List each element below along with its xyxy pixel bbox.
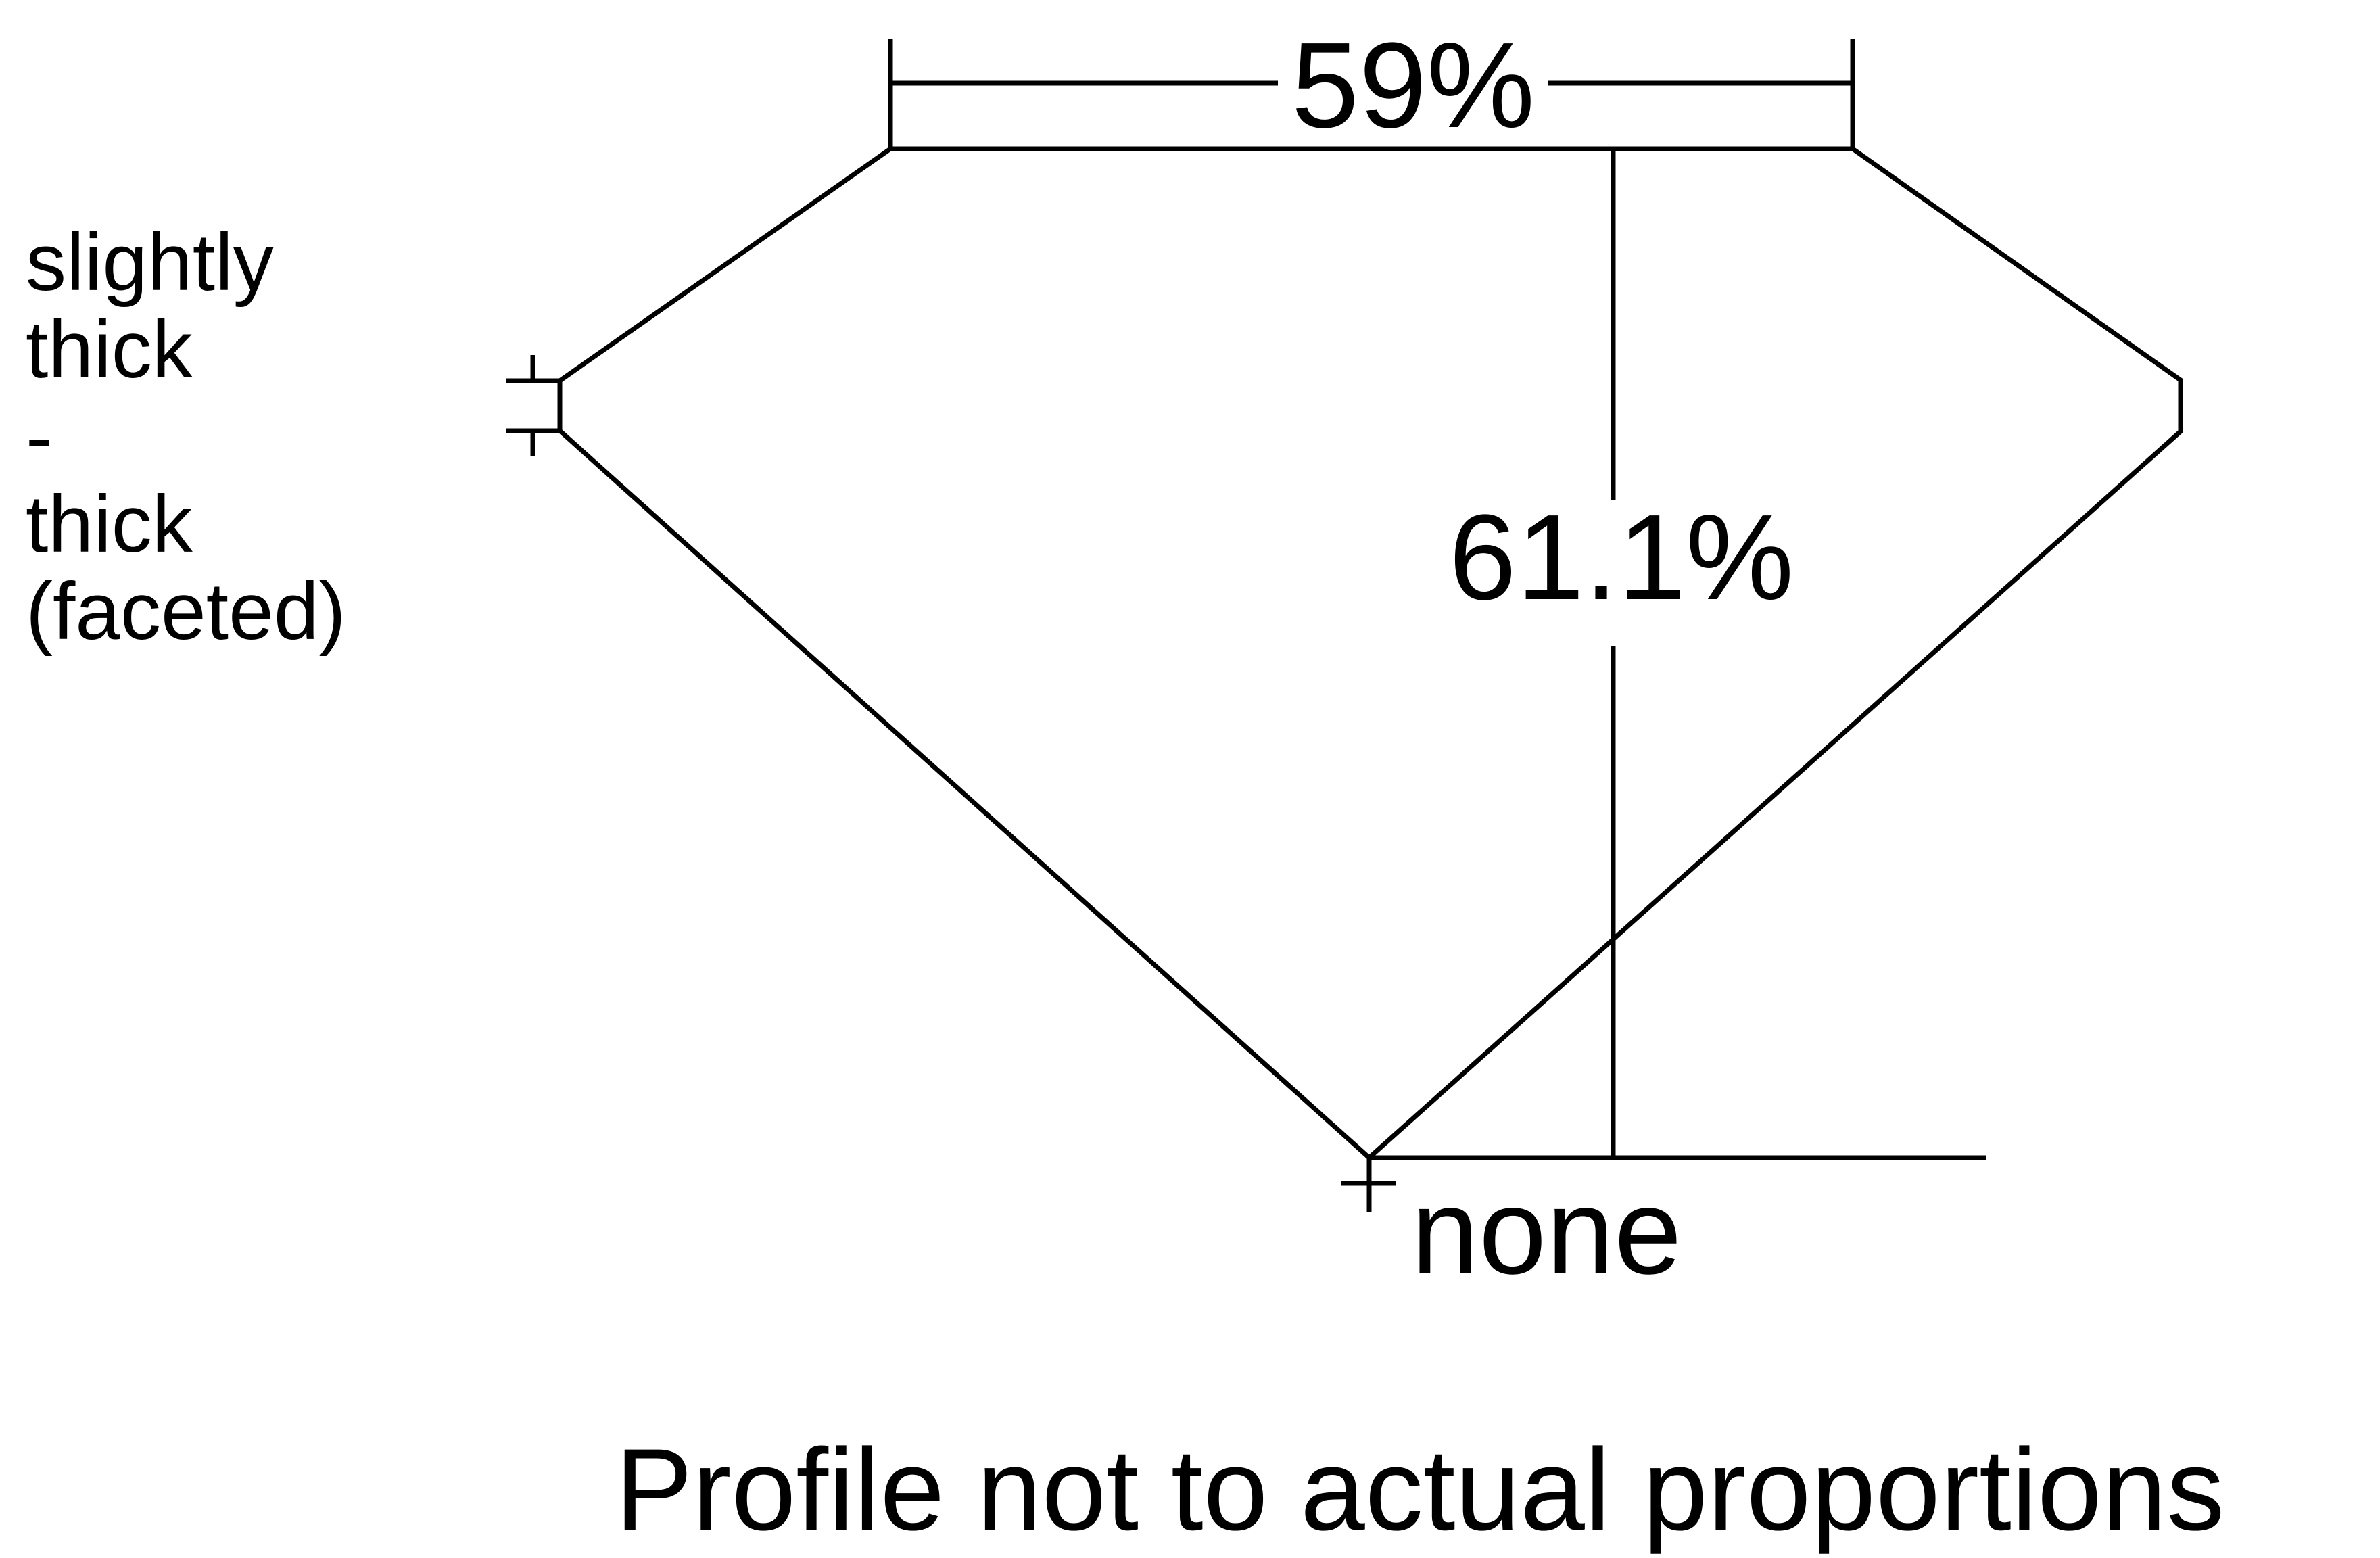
culet-label: none bbox=[1411, 1164, 1682, 1300]
culet-cross-mark bbox=[1341, 1158, 1396, 1212]
caption: Profile not to actual proportions bbox=[615, 1425, 2225, 1555]
girdle-label-line-4: thick bbox=[26, 479, 193, 569]
girdle-label-line-1: slightly bbox=[26, 217, 274, 308]
table-percent-label: 59% bbox=[1291, 18, 1535, 154]
girdle-bracket bbox=[506, 355, 560, 456]
depth-percent-label: 61.1% bbox=[1449, 490, 1794, 625]
girdle-label-line-5: (faceted) bbox=[26, 566, 346, 657]
girdle-thickness-label: slightly thick - thick (faceted) bbox=[26, 217, 346, 657]
table-width-bracket bbox=[888, 39, 1855, 150]
girdle-label-line-2: thick bbox=[26, 304, 193, 395]
girdle-label-line-3: - bbox=[26, 392, 53, 482]
diamond-outline bbox=[557, 146, 2183, 1161]
